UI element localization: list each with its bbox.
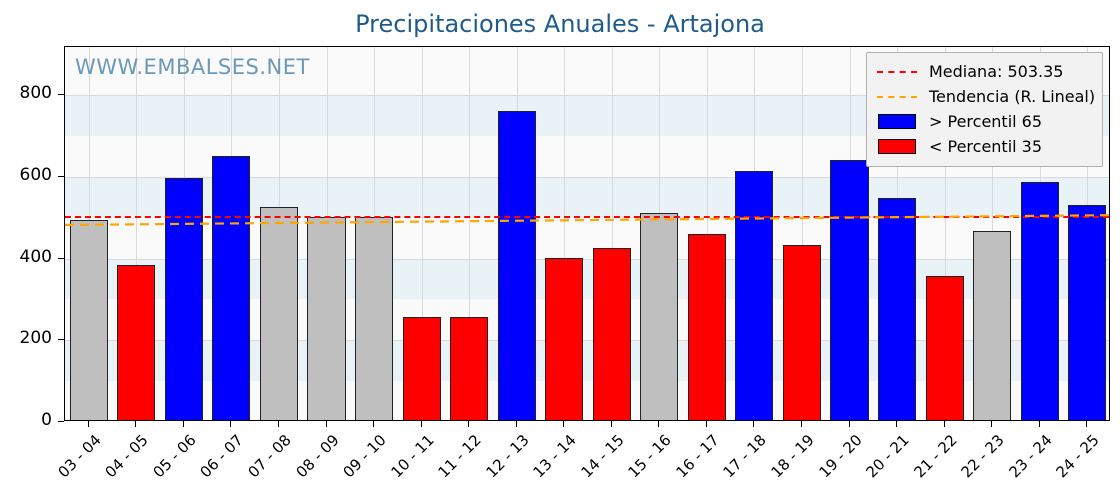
- x-tick-label: 18 - 19: [767, 431, 818, 482]
- bar[interactable]: [735, 171, 774, 420]
- bar[interactable]: [497, 110, 536, 420]
- dashed-line-icon: [877, 95, 917, 98]
- gridline-vertical: [136, 47, 137, 420]
- trend-line: [65, 214, 1109, 227]
- x-tick-mark: [421, 421, 422, 427]
- gridline-vertical: [469, 47, 470, 420]
- x-tick-mark: [658, 421, 659, 427]
- legend-dashed-line-icon: [875, 95, 919, 98]
- bar[interactable]: [925, 276, 964, 420]
- legend-item[interactable]: < Percentil 35: [875, 134, 1094, 159]
- legend-color-swatch: [875, 114, 919, 129]
- bar[interactable]: [1068, 204, 1107, 420]
- legend-item[interactable]: Mediana: 503.35: [875, 59, 1094, 84]
- y-tick-mark: [58, 94, 64, 95]
- x-tick-mark: [135, 421, 136, 427]
- legend-color-swatch: [875, 139, 919, 154]
- y-tick-mark: [58, 257, 64, 259]
- legend-item[interactable]: Tendencia (R. Lineal): [875, 84, 1096, 109]
- x-tick-mark: [516, 421, 517, 427]
- y-tick-label: 400: [19, 246, 52, 267]
- y-tick-label: 800: [19, 83, 52, 103]
- x-tick-mark: [801, 421, 802, 427]
- gridline-horizontal: [65, 95, 1109, 96]
- chart-legend: Mediana: 503.35 Tendencia (R. Lineal) > Pe…: [866, 52, 1103, 167]
- bar[interactable]: [164, 177, 203, 420]
- x-tick-label: 07 - 08: [244, 431, 295, 482]
- bar[interactable]: [307, 217, 346, 420]
- gridline-horizontal: [65, 258, 1109, 260]
- dashed-line-icon: [877, 70, 917, 73]
- legend-dashed-line-icon: [875, 70, 919, 73]
- x-tick-mark: [944, 421, 945, 427]
- bar[interactable]: [687, 233, 726, 420]
- x-tick-mark: [611, 421, 612, 427]
- x-tick-mark: [468, 421, 469, 427]
- x-tick-mark: [896, 421, 897, 427]
- bar[interactable]: [117, 265, 156, 420]
- y-tick-mark: [58, 339, 64, 341]
- x-tick-mark: [1086, 421, 1087, 427]
- bar[interactable]: [212, 155, 251, 420]
- bar[interactable]: [259, 206, 298, 420]
- x-tick-mark: [373, 421, 374, 427]
- bar[interactable]: [1020, 182, 1059, 420]
- x-tick-mark: [88, 421, 89, 427]
- x-tick-mark: [563, 421, 564, 427]
- x-tick-mark: [753, 421, 754, 427]
- x-tick-mark: [991, 421, 992, 427]
- x-tick-mark: [849, 421, 850, 427]
- legend-item-label: > Percentil 65: [929, 112, 1043, 131]
- y-tick-label: 600: [19, 164, 52, 185]
- gridline-vertical: [564, 47, 565, 420]
- gridline-vertical: [802, 47, 803, 420]
- x-tick-mark: [230, 421, 231, 427]
- x-tick-mark: [326, 421, 327, 427]
- legend-item-label: < Percentil 35: [929, 137, 1043, 156]
- x-tick-mark: [278, 421, 279, 427]
- bar[interactable]: [973, 231, 1012, 420]
- bar[interactable]: [355, 217, 394, 420]
- bar[interactable]: [402, 316, 441, 420]
- chart-title: Precipitaciones Anuales - Artajona: [355, 10, 765, 38]
- legend-item[interactable]: > Percentil 65: [875, 109, 1094, 134]
- bar[interactable]: [640, 212, 679, 420]
- bar[interactable]: [782, 245, 821, 420]
- legend-item-label: Mediana: 503.35: [929, 62, 1064, 81]
- x-tick-mark: [706, 421, 707, 427]
- x-tick-mark: [1039, 421, 1040, 427]
- bar[interactable]: [69, 220, 108, 420]
- gridline-vertical: [612, 47, 613, 420]
- watermark-label: WWW.EMBALSES.NET: [75, 55, 310, 79]
- bar[interactable]: [545, 257, 584, 420]
- color-swatch-icon: [878, 114, 916, 129]
- bar[interactable]: [450, 316, 489, 420]
- gridline-vertical: [945, 47, 946, 420]
- gridline-horizontal: [65, 340, 1109, 342]
- y-tick-mark: [58, 421, 64, 422]
- bar[interactable]: [830, 159, 869, 420]
- legend-item-label: Tendencia (R. Lineal): [929, 87, 1096, 106]
- x-tick-mark: [183, 421, 184, 427]
- median-line: [65, 216, 1109, 219]
- y-tick-label: 0: [41, 410, 52, 430]
- gridline-horizontal: [65, 176, 1109, 178]
- gridline-vertical: [422, 47, 423, 420]
- bar[interactable]: [878, 198, 917, 420]
- y-tick-label: 200: [19, 328, 52, 349]
- color-swatch-icon: [878, 139, 916, 154]
- y-tick-mark: [58, 175, 64, 177]
- gridline-vertical: [707, 47, 708, 420]
- bar[interactable]: [592, 247, 631, 420]
